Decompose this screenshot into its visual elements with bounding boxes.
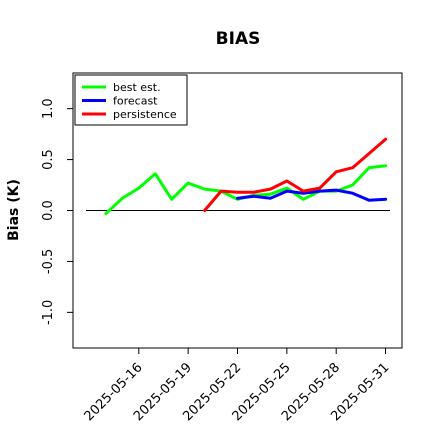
legend-label: persistence — [113, 108, 177, 121]
y-tick-label: -1.0 — [41, 300, 56, 325]
series-line-best-est — [104, 164, 388, 216]
y-tick-label: 0.5 — [41, 149, 56, 170]
series-line-persistence — [203, 137, 388, 212]
y-axis-label: Bias (K) — [6, 179, 22, 241]
plot-area: -1.0-0.50.00.51.02025-05-162025-05-19202… — [41, 72, 403, 424]
y-tick-label: 0.0 — [41, 200, 56, 221]
legend-label: best est. — [113, 81, 161, 94]
series-line-forecast — [236, 188, 388, 202]
legend-label: forecast — [113, 95, 158, 108]
y-tick-label: -0.5 — [41, 249, 56, 274]
y-tick-label: 1.0 — [41, 98, 56, 119]
chart-title: BIAS — [216, 29, 261, 49]
